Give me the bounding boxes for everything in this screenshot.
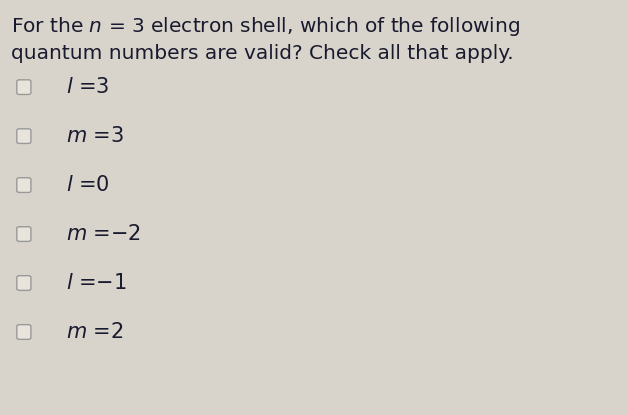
Text: For the $n$ = 3 electron shell, which of the following: For the $n$ = 3 electron shell, which of… [11,15,521,37]
Text: quantum numbers are valid? Check all that apply.: quantum numbers are valid? Check all tha… [11,44,514,63]
Text: $l$ =3: $l$ =3 [66,77,109,97]
Text: $m$ =2: $m$ =2 [66,322,124,342]
FancyBboxPatch shape [17,276,31,290]
Text: $l$ =0: $l$ =0 [66,175,110,195]
Text: $m$ =3: $m$ =3 [66,126,124,146]
FancyBboxPatch shape [17,325,31,339]
FancyBboxPatch shape [17,178,31,193]
FancyBboxPatch shape [17,227,31,242]
Text: $l$ =−1: $l$ =−1 [66,273,127,293]
FancyBboxPatch shape [17,80,31,95]
Text: $m$ =−2: $m$ =−2 [66,224,141,244]
FancyBboxPatch shape [17,129,31,144]
